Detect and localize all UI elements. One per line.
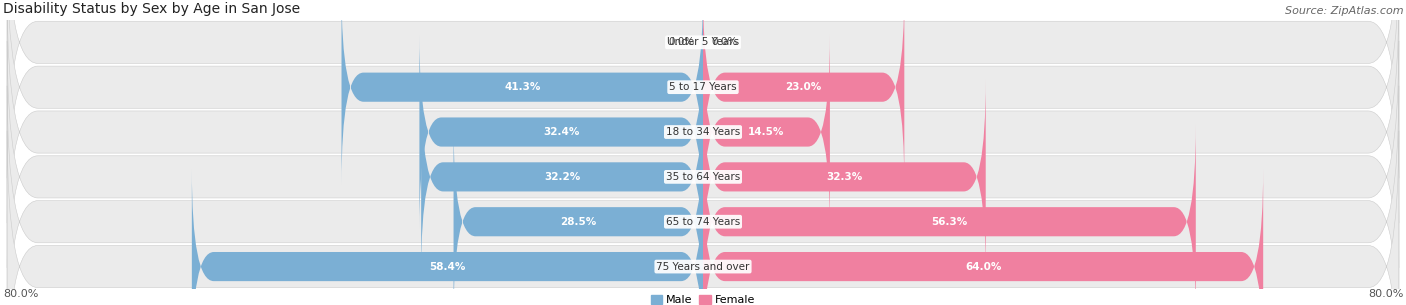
FancyBboxPatch shape — [7, 131, 1399, 305]
FancyBboxPatch shape — [703, 79, 986, 274]
Text: Under 5 Years: Under 5 Years — [666, 37, 740, 47]
FancyBboxPatch shape — [703, 169, 1263, 305]
Text: 58.4%: 58.4% — [429, 262, 465, 271]
FancyBboxPatch shape — [422, 79, 703, 274]
Text: 75 Years and over: 75 Years and over — [657, 262, 749, 271]
Text: 56.3%: 56.3% — [931, 217, 967, 227]
FancyBboxPatch shape — [7, 0, 1399, 178]
Text: 32.3%: 32.3% — [827, 172, 862, 182]
Text: 35 to 64 Years: 35 to 64 Years — [666, 172, 740, 182]
Text: 14.5%: 14.5% — [748, 127, 785, 137]
Text: Disability Status by Sex by Age in San Jose: Disability Status by Sex by Age in San J… — [3, 2, 299, 16]
Text: 32.2%: 32.2% — [544, 172, 581, 182]
FancyBboxPatch shape — [7, 0, 1399, 223]
Text: 23.0%: 23.0% — [786, 82, 821, 92]
Text: 64.0%: 64.0% — [965, 262, 1001, 271]
Text: 0.0%: 0.0% — [711, 37, 738, 47]
FancyBboxPatch shape — [419, 34, 703, 230]
Text: 80.0%: 80.0% — [1368, 289, 1403, 299]
Text: 32.4%: 32.4% — [543, 127, 579, 137]
Text: 41.3%: 41.3% — [505, 82, 540, 92]
Text: 0.0%: 0.0% — [668, 37, 695, 47]
FancyBboxPatch shape — [703, 0, 904, 185]
FancyBboxPatch shape — [7, 41, 1399, 305]
Legend: Male, Female: Male, Female — [651, 295, 755, 305]
Text: 18 to 34 Years: 18 to 34 Years — [666, 127, 740, 137]
Text: 80.0%: 80.0% — [3, 289, 38, 299]
FancyBboxPatch shape — [191, 169, 703, 305]
Text: 65 to 74 Years: 65 to 74 Years — [666, 217, 740, 227]
FancyBboxPatch shape — [703, 124, 1195, 305]
FancyBboxPatch shape — [7, 86, 1399, 305]
FancyBboxPatch shape — [703, 34, 830, 230]
Text: Source: ZipAtlas.com: Source: ZipAtlas.com — [1285, 6, 1403, 16]
FancyBboxPatch shape — [454, 124, 703, 305]
FancyBboxPatch shape — [342, 0, 703, 185]
Text: 5 to 17 Years: 5 to 17 Years — [669, 82, 737, 92]
FancyBboxPatch shape — [7, 0, 1399, 268]
Text: 28.5%: 28.5% — [560, 217, 596, 227]
